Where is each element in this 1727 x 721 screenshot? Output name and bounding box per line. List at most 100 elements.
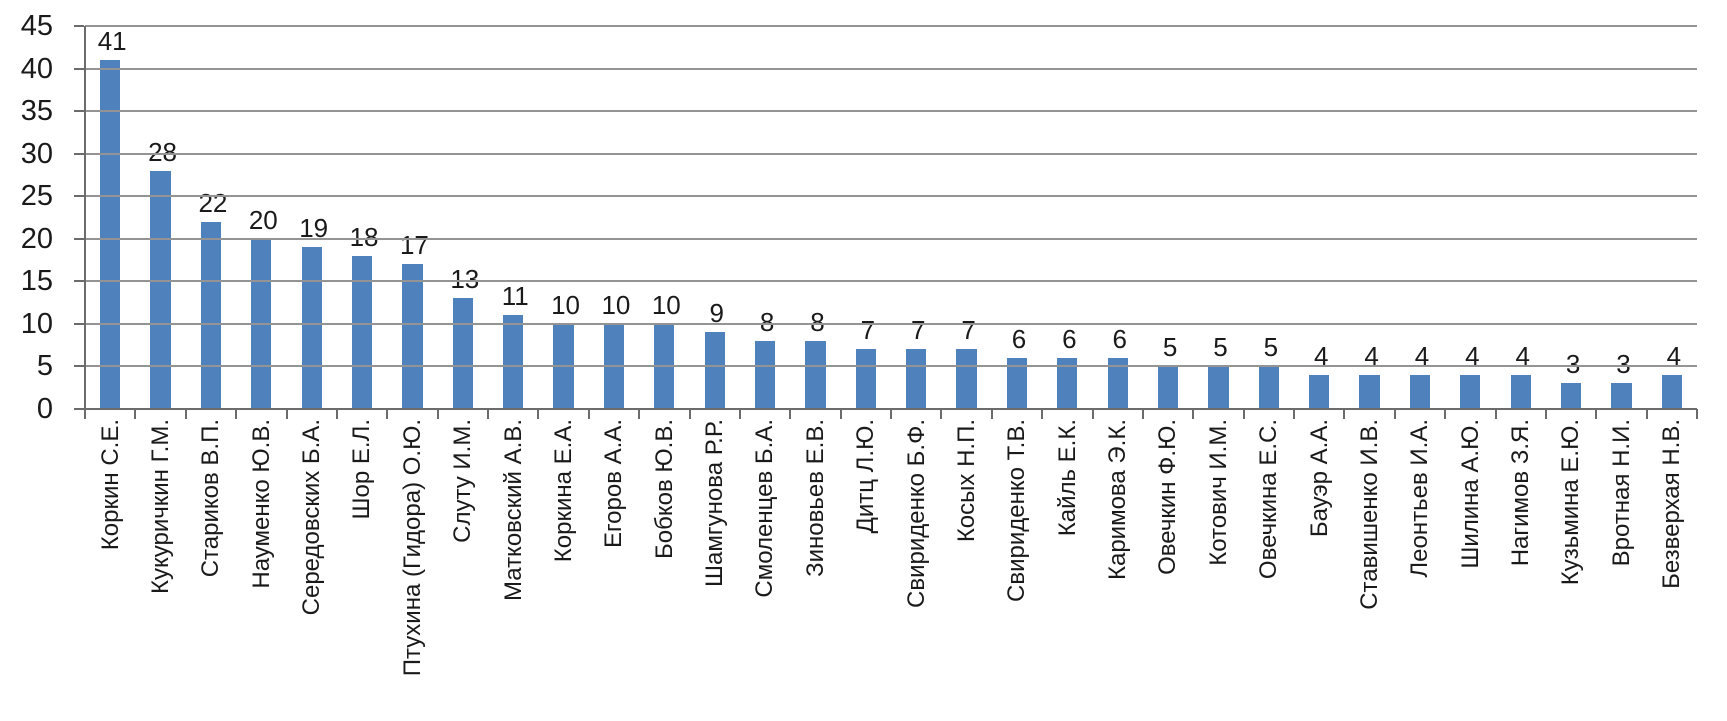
bar-value-label: 6 bbox=[1062, 323, 1077, 354]
bar-value-label: 41 bbox=[97, 26, 127, 57]
bar bbox=[251, 238, 272, 409]
bar-cell: 4 bbox=[1445, 26, 1495, 409]
x-axis-label: Шилина А.Ю. bbox=[1456, 419, 1484, 569]
x-tick bbox=[1393, 409, 1396, 419]
bar bbox=[1560, 383, 1582, 409]
x-tick bbox=[335, 409, 338, 419]
bar-cell: 5 bbox=[1143, 26, 1193, 409]
x-axis-label: Безверхая Н.В. bbox=[1658, 419, 1686, 589]
y-tick bbox=[74, 25, 84, 27]
bar-value-label: 4 bbox=[1364, 340, 1379, 371]
x-tick bbox=[1494, 409, 1497, 419]
y-axis-label: 10 bbox=[20, 307, 53, 340]
bar bbox=[1258, 366, 1279, 409]
bar bbox=[805, 340, 826, 409]
x-label-cell: Бауэр А.А. bbox=[1294, 419, 1344, 719]
bar bbox=[1309, 374, 1330, 409]
bar-value-label: 4 bbox=[1414, 340, 1430, 371]
y-tick bbox=[74, 67, 84, 70]
bars-container: 41 28 22 20 19 18 17 13 11 10 10 10 9 8 8 7 7 7 6 6 6 5 5 5 4 4 4 4… bbox=[85, 26, 1697, 409]
bar-cell: 7 bbox=[891, 26, 941, 409]
bar bbox=[1208, 366, 1229, 409]
x-label-cell: Слуту И.М. bbox=[438, 419, 488, 719]
x-axis-label: Середовских Б.А. bbox=[298, 419, 326, 616]
x-label-cell: Овечкин Ф.Ю. bbox=[1143, 419, 1193, 719]
x-label-cell: Свириденко Т.В. bbox=[992, 419, 1042, 719]
x-tick bbox=[1544, 409, 1547, 419]
y-tick bbox=[74, 152, 84, 155]
bar bbox=[503, 315, 524, 409]
x-tick bbox=[1091, 409, 1094, 419]
y-tick bbox=[74, 110, 84, 113]
bar bbox=[855, 349, 876, 409]
bar bbox=[402, 264, 423, 409]
bar-value-label: 4 bbox=[1465, 340, 1480, 371]
x-tick bbox=[688, 409, 691, 419]
x-label-cell: Коркина Е.А. bbox=[538, 419, 588, 719]
y-axis-label: 5 bbox=[36, 350, 53, 383]
x-tick bbox=[587, 409, 590, 419]
x-label-cell: Середовских Б.А. bbox=[287, 419, 337, 719]
y-tick bbox=[74, 237, 84, 240]
y-axis-label: 15 bbox=[20, 265, 53, 298]
x-axis-label: Дитц Л.Ю. bbox=[852, 419, 880, 534]
bar-cell: 18 bbox=[337, 26, 387, 409]
x-axis-label: Кукуричкин Г.М. bbox=[146, 419, 174, 594]
bar-value-label: 5 bbox=[1263, 332, 1279, 363]
bar bbox=[1460, 374, 1481, 409]
x-tick bbox=[1696, 409, 1698, 419]
x-axis-label: Птухина (Гидора) О.Ю. bbox=[398, 419, 426, 677]
bar bbox=[1107, 357, 1128, 409]
y-tick bbox=[74, 365, 84, 368]
y-tick bbox=[74, 280, 84, 283]
y-axis-label: 20 bbox=[20, 222, 53, 255]
bar-value-label: 17 bbox=[399, 230, 429, 261]
bar-cell: 41 bbox=[85, 26, 135, 409]
bar bbox=[754, 340, 776, 409]
x-label-cell: Птухина (Гидора) О.Ю. bbox=[387, 419, 437, 719]
x-axis-label: Егоров А.А. bbox=[600, 419, 628, 549]
bar bbox=[906, 349, 927, 409]
x-tick bbox=[890, 409, 892, 419]
x-tick bbox=[1293, 409, 1295, 419]
bar-value-label: 22 bbox=[198, 187, 228, 218]
x-tick bbox=[1343, 409, 1346, 419]
bar-cell: 10 bbox=[639, 26, 689, 409]
bar-cell: 5 bbox=[1193, 26, 1243, 409]
x-tick bbox=[839, 409, 842, 419]
x-tick bbox=[134, 409, 137, 419]
x-tick bbox=[990, 409, 993, 419]
bar-value-label: 5 bbox=[1213, 332, 1228, 363]
x-label-cell: Свириденко Б.Ф. bbox=[891, 419, 941, 719]
x-label-cell: Стариков В.П. bbox=[186, 419, 236, 719]
bar-cell: 19 bbox=[287, 26, 337, 409]
x-label-cell: Смоленцев Б.А. bbox=[740, 419, 790, 719]
x-label-cell: Шилина А.Ю. bbox=[1445, 419, 1495, 719]
bar bbox=[956, 349, 977, 409]
y-axis-label: 0 bbox=[36, 393, 53, 425]
bar-value-label: 6 bbox=[1011, 323, 1027, 354]
x-axis-label: Ставишенко И.В. bbox=[1355, 419, 1383, 610]
bar-cell: 4 bbox=[1496, 26, 1546, 409]
bar-cell: 9 bbox=[690, 26, 740, 409]
bar-cell: 3 bbox=[1596, 26, 1646, 409]
x-axis-label: Бауэр А.А. bbox=[1305, 419, 1333, 538]
x-axis-label: Овечкин Ф.Ю. bbox=[1154, 419, 1182, 575]
x-axis-label: Коркина Е.А. bbox=[549, 419, 577, 563]
y-tick bbox=[74, 195, 84, 198]
x-axis-label: Бобков Ю.В. bbox=[650, 419, 678, 559]
x-label-cell: Вротная Н.И. bbox=[1596, 419, 1646, 719]
x-axis-label: Свириденко Б.Ф. bbox=[902, 419, 930, 608]
x-axis-label: Нагимов З.Я. bbox=[1507, 419, 1535, 567]
bar bbox=[654, 323, 675, 409]
bar-cell: 7 bbox=[841, 26, 891, 409]
bar bbox=[704, 332, 725, 409]
bar bbox=[1006, 357, 1027, 409]
x-axis-label: Каримова Э.К. bbox=[1104, 419, 1132, 580]
bar bbox=[100, 60, 121, 409]
bar-cell: 4 bbox=[1647, 26, 1697, 409]
bar-value-label: 4 bbox=[1313, 340, 1329, 371]
x-label-cell: Коркин С.Е. bbox=[85, 419, 135, 719]
x-axis-label: Стариков В.П. bbox=[197, 419, 225, 578]
bar bbox=[1661, 374, 1682, 409]
